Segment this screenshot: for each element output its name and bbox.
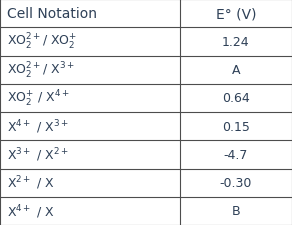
Text: $\mathregular{XO_2^{2+}}$/ $\mathregular{X^{3+}}$: $\mathregular{XO_2^{2+}}$/ $\mathregular… [7, 60, 75, 80]
Text: $\mathregular{XO_2^{+}}$ / $\mathregular{X^{4+}}$: $\mathregular{XO_2^{+}}$ / $\mathregular… [7, 88, 70, 108]
Text: $\mathregular{XO_2^{2+}}$/ $\mathregular{XO_2^{+}}$: $\mathregular{XO_2^{2+}}$/ $\mathregular… [7, 32, 78, 52]
Text: $\mathregular{X^{3+}}$ / $\mathregular{X^{2+}}$: $\mathregular{X^{3+}}$ / $\mathregular{X… [7, 146, 69, 163]
Text: $\mathregular{X^{4+}}$ / X: $\mathregular{X^{4+}}$ / X [7, 202, 55, 220]
Text: 0.15: 0.15 [222, 120, 250, 133]
Text: -0.30: -0.30 [220, 176, 252, 189]
Text: 0.64: 0.64 [222, 92, 250, 105]
Text: $\mathregular{X^{2+}}$ / X: $\mathregular{X^{2+}}$ / X [7, 174, 55, 191]
Text: B: B [232, 205, 240, 217]
Text: E° (V): E° (V) [215, 7, 256, 21]
Text: A: A [232, 64, 240, 77]
Text: $\mathregular{X^{4+}}$ / $\mathregular{X^{3+}}$: $\mathregular{X^{4+}}$ / $\mathregular{X… [7, 118, 69, 135]
Text: 1.24: 1.24 [222, 36, 250, 49]
Text: Cell Notation: Cell Notation [7, 7, 97, 21]
Text: -4.7: -4.7 [224, 148, 248, 161]
